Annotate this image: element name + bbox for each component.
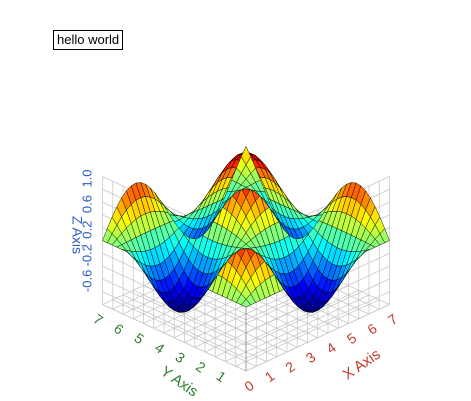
y-tick-label: 3 [173,349,189,367]
wall-grid-line [102,304,247,372]
surface-patch [240,146,252,165]
z-tick-label: -0.6 [80,270,95,292]
z-tick-label: 0.2 [80,221,95,239]
wall-grid-line [102,291,247,359]
wall-grid-line [245,304,390,372]
y-tick-label: 5 [132,330,148,348]
x-tick-label: 5 [344,329,360,347]
x-tick-label: 7 [385,310,401,328]
x-tick-label: 3 [303,348,319,366]
x-tick-label: 0 [241,377,257,395]
y-tick-label: 1 [214,368,230,386]
wall-grid-line [245,291,390,359]
legend-box: hello world [53,30,124,50]
x-tick-label: 6 [364,320,380,338]
wall-grid-line [102,278,247,346]
z-tick-label: -0.2 [80,244,95,266]
x-tick-label: 2 [282,358,298,376]
z-axis-title: Z Axis [70,216,86,254]
y-tick-label: 4 [152,339,168,357]
wall-grid-line [245,278,390,346]
x-tick-label: 4 [323,339,339,357]
surface-mesh [102,146,390,313]
x-tick-label: 1 [262,367,278,385]
y-tick-label: 7 [91,311,107,329]
z-tick-label: 0.6 [80,195,95,213]
x-axis-title: X Axis [340,346,384,384]
z-tick-label: 1.0 [80,169,95,187]
y-tick-label: 6 [111,320,127,338]
y-tick-label: 2 [193,358,209,376]
